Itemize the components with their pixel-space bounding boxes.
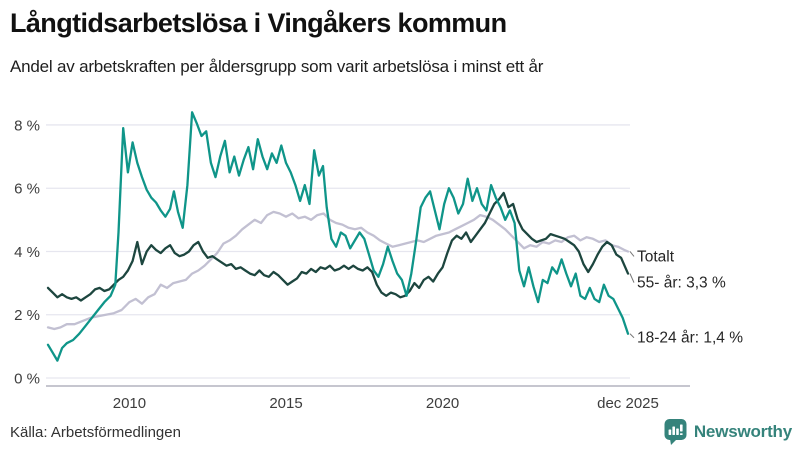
x-tick-label: dec 2025 (597, 395, 659, 412)
series-end-label: Totalt (637, 248, 675, 265)
series-line-18-24r (46, 111, 630, 362)
page-subtitle: Andel av arbetskraften per åldersgrupp s… (10, 57, 544, 76)
series-lines (46, 111, 630, 362)
label-connector (629, 251, 635, 257)
y-tick-label: 2 % (14, 307, 40, 324)
y-axis-labels: 0 % 2 % 4 % 6 % 8 % (14, 117, 40, 387)
x-tick-label: 2015 (269, 395, 302, 412)
source-note: Källa: Arbetsförmedlingen (10, 424, 181, 441)
y-tick-label: 6 % (14, 181, 40, 198)
label-connector (629, 333, 635, 339)
brand-lockup: Newsworthy (664, 418, 792, 446)
y-tick-label: 0 % (14, 371, 40, 388)
y-tick-label: 8 % (14, 117, 40, 134)
page-title: Långtidsarbetslösa i Vingåkers kommun (10, 8, 507, 38)
series-end-label: 18-24 år: 1,4 % (637, 330, 743, 347)
gridlines (46, 124, 630, 379)
y-tick-label: 4 % (14, 244, 40, 261)
newsworthy-logo-icon (664, 419, 687, 445)
series-end-labels: Totalt 55- år: 3,3 % 18-24 år: 1,4 % (637, 248, 743, 346)
brand-name: Newsworthy (693, 422, 792, 441)
x-tick-label: 2020 (426, 395, 459, 412)
label-connectors (629, 251, 635, 339)
x-axis-labels: 2010 2015 2020 dec 2025 (113, 395, 659, 412)
series-end-label: 55- år: 3,3 % (637, 275, 726, 292)
x-tick-label: 2010 (113, 395, 146, 412)
series-line-55-r (46, 191, 630, 302)
series-line-Totalt (46, 210, 630, 331)
label-connector (629, 273, 635, 283)
